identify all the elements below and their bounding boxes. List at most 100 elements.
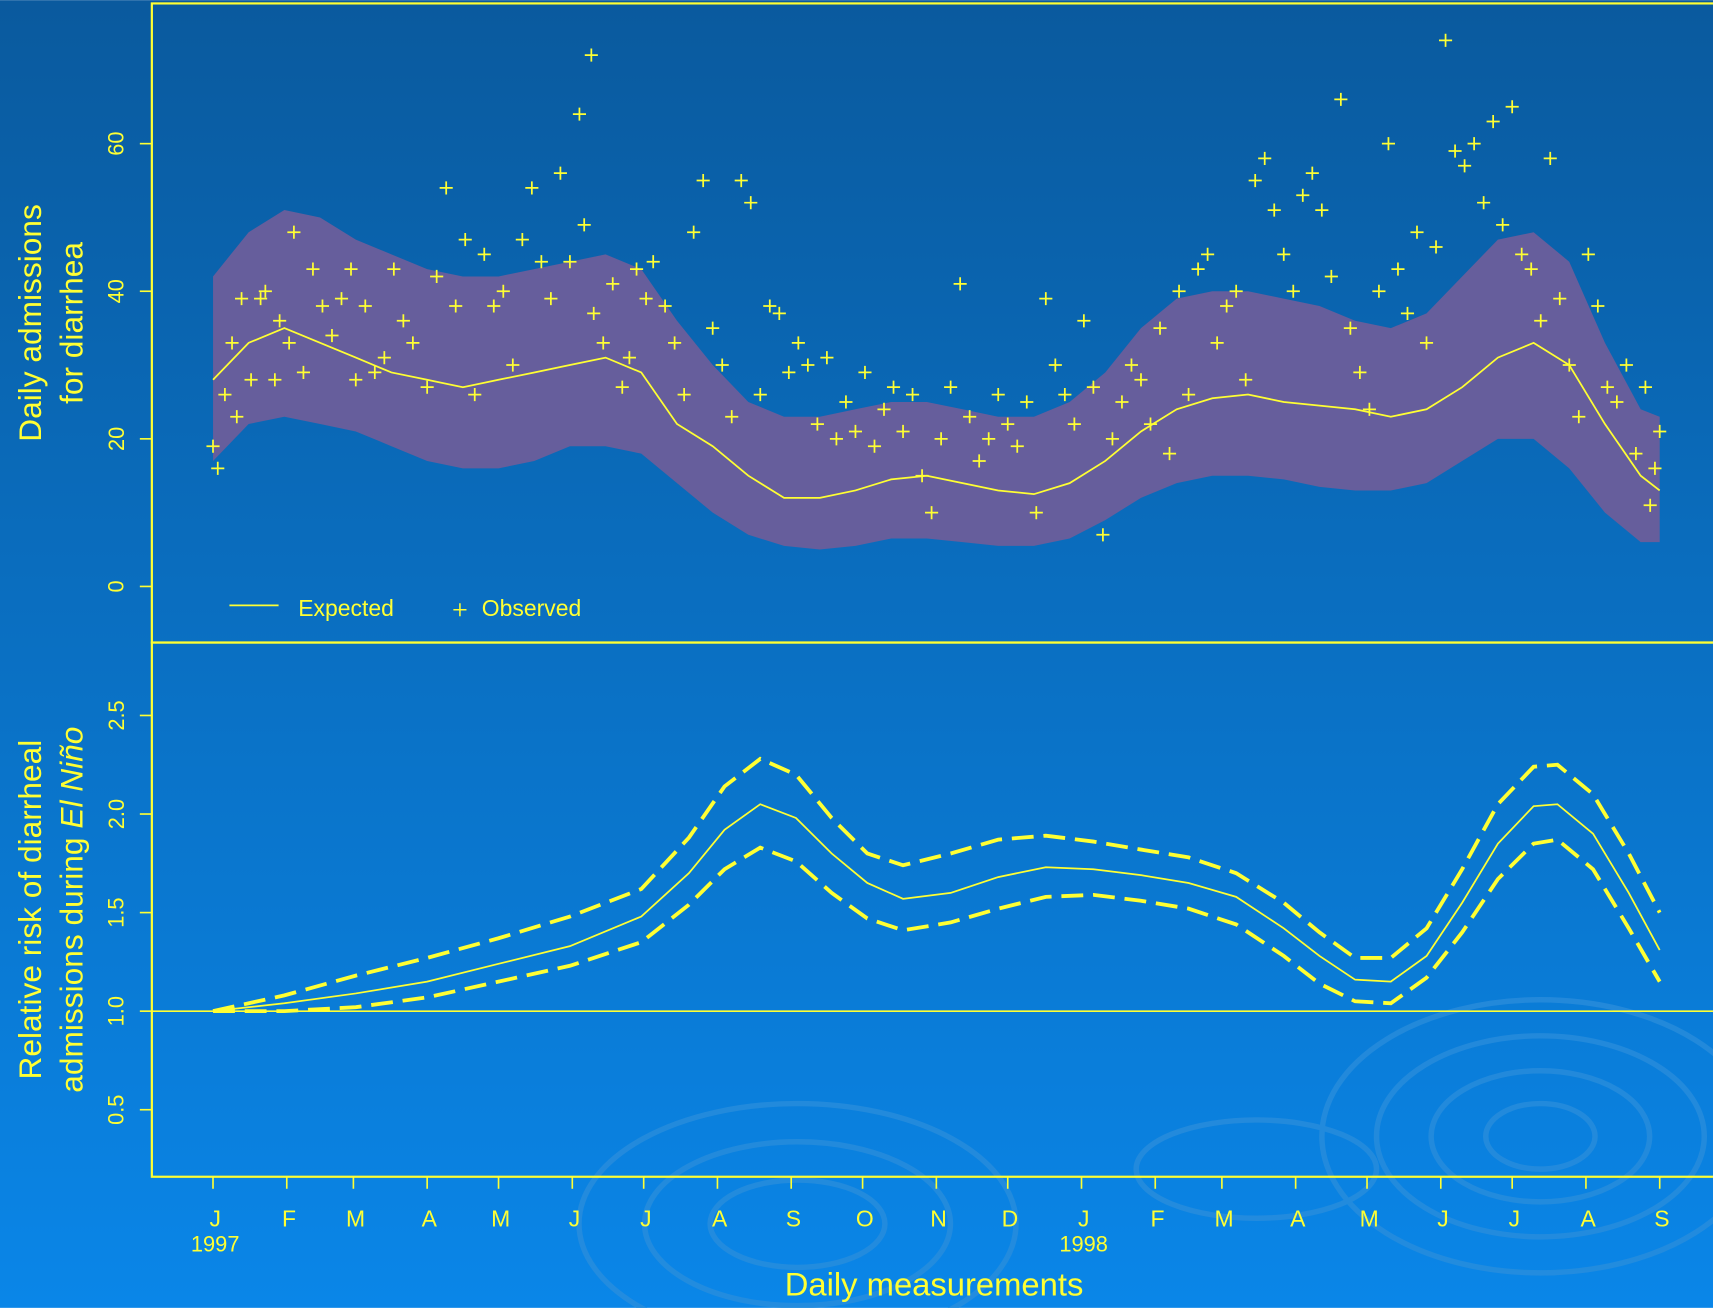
observed-point	[763, 299, 777, 313]
observed-point	[877, 402, 891, 416]
observed-point	[325, 328, 339, 343]
y-tick-label: 60	[104, 132, 129, 156]
observed-point	[1515, 247, 1529, 261]
observed-point	[1410, 225, 1424, 239]
observed-point	[1353, 365, 1367, 379]
x-tick-label: J	[640, 1206, 651, 1232]
x-tick-label: J	[569, 1206, 580, 1232]
observed-point	[406, 336, 420, 350]
observed-point	[606, 277, 620, 291]
observed-point	[715, 358, 729, 372]
y-tick-label: 0	[104, 580, 129, 592]
observed-point	[1619, 358, 1633, 372]
observed-point	[1153, 321, 1167, 335]
observed-point	[387, 262, 401, 276]
observed-point	[615, 380, 629, 394]
observed-point	[886, 380, 901, 394]
observed-point	[1086, 380, 1100, 394]
observed-point	[273, 314, 287, 328]
observed-point	[487, 299, 501, 313]
observed-point	[1419, 336, 1434, 350]
observed-point	[1438, 33, 1453, 47]
y-axis-label-part: for diarrhea	[54, 242, 90, 404]
observed-point	[1210, 336, 1224, 350]
observed-point	[1315, 203, 1329, 217]
y-tick-label: 2.5	[104, 700, 129, 730]
observed-point	[1201, 247, 1215, 261]
observed-point	[287, 225, 301, 239]
x-tick-label: M	[346, 1206, 365, 1232]
confidence-line	[213, 837, 1662, 1014]
observed-point	[639, 292, 653, 306]
observed-point	[268, 373, 282, 387]
observed-point	[1048, 358, 1062, 372]
observed-point	[801, 358, 815, 372]
observed-point	[1610, 395, 1624, 409]
observed-point	[1562, 358, 1576, 372]
observed-point	[1400, 306, 1415, 320]
x-tick-label: A	[422, 1206, 438, 1232]
observed-point	[753, 388, 767, 402]
x-tick-label: J	[1078, 1206, 1089, 1232]
observed-point	[1058, 388, 1072, 402]
x-tick-label: N	[930, 1206, 947, 1232]
observed-point	[1296, 188, 1310, 202]
y-tick-label: 2.0	[104, 799, 129, 829]
observed-point	[944, 380, 958, 394]
legend-label: Expected	[298, 595, 394, 621]
observed-point	[1162, 447, 1177, 461]
observed-point	[1372, 284, 1386, 298]
x-tick-label: S	[1654, 1206, 1669, 1232]
observed-point	[344, 262, 358, 276]
observed-point	[1267, 203, 1281, 217]
observed-point	[1362, 402, 1376, 416]
observed-point	[1277, 247, 1291, 261]
observed-point	[982, 432, 996, 446]
observed-point	[1653, 424, 1667, 439]
observed-point	[668, 336, 682, 350]
prediction-band	[213, 210, 1660, 550]
y-axis-label: Relative risk of diarrheal	[12, 740, 48, 1080]
observed-point	[544, 292, 558, 306]
observed-point	[1010, 439, 1024, 453]
observed-point	[1591, 299, 1605, 313]
observed-point	[1458, 159, 1472, 173]
observed-point	[1229, 284, 1243, 298]
observed-point	[218, 388, 232, 402]
y-axis-label-part: Relative risk of diarrheal	[12, 740, 48, 1080]
observed-point	[1553, 292, 1567, 306]
x-tick-label: O	[856, 1206, 874, 1232]
observed-point	[1124, 358, 1139, 372]
y-tick-label: 1.0	[104, 996, 129, 1026]
legend-marker	[453, 603, 467, 617]
observed-point	[991, 388, 1005, 402]
observed-point	[368, 365, 382, 379]
observed-point	[1381, 137, 1396, 151]
observed-point	[839, 395, 853, 409]
observed-point	[1429, 240, 1443, 254]
observed-point	[563, 255, 577, 269]
x-tick-label: S	[786, 1206, 801, 1232]
observed-point	[244, 373, 258, 387]
observed-point	[254, 292, 268, 306]
observed-point	[725, 410, 739, 424]
x-tick-label: D	[1002, 1206, 1019, 1232]
observed-point	[1029, 506, 1043, 520]
x-tick-label: M	[491, 1206, 510, 1232]
observed-point	[572, 107, 586, 121]
year-label: 1998	[1059, 1231, 1108, 1256]
observed-point	[315, 299, 330, 313]
observed-point	[1143, 417, 1158, 431]
observed-point	[1572, 410, 1586, 424]
x-tick-label: A	[712, 1206, 728, 1232]
legend-label: Observed	[482, 595, 581, 621]
observed-point	[925, 506, 939, 520]
x-tick-label: M	[1215, 1206, 1234, 1232]
observed-point	[972, 454, 986, 468]
observed-point	[1020, 395, 1034, 409]
plot-area	[151, 756, 1713, 1014]
observed-point	[1077, 314, 1091, 328]
x-axis-label: Daily measurements	[785, 1266, 1084, 1303]
observed-point	[206, 439, 220, 453]
observed-point	[468, 388, 482, 402]
